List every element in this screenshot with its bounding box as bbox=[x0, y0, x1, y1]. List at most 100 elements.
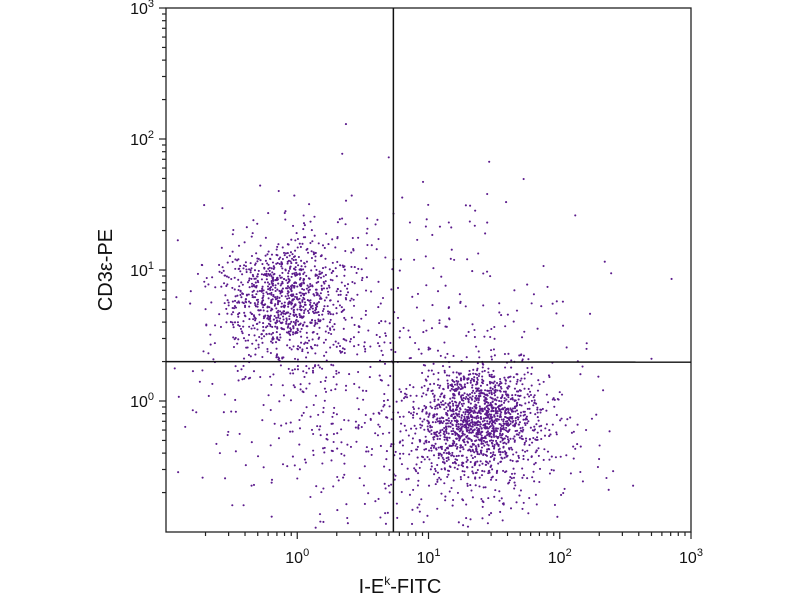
data-point bbox=[286, 260, 289, 263]
data-point bbox=[292, 306, 295, 309]
data-point bbox=[493, 375, 496, 378]
data-point bbox=[344, 223, 347, 226]
data-point bbox=[342, 476, 345, 479]
data-point bbox=[518, 389, 521, 392]
data-point bbox=[329, 313, 332, 316]
data-point bbox=[489, 451, 492, 455]
data-point bbox=[255, 339, 258, 342]
data-point bbox=[338, 345, 342, 348]
data-point bbox=[459, 450, 462, 453]
data-point bbox=[270, 293, 273, 296]
data-point bbox=[384, 487, 387, 490]
data-point bbox=[471, 386, 474, 389]
data-point bbox=[266, 310, 269, 313]
data-point bbox=[431, 304, 434, 307]
data-point bbox=[476, 378, 479, 381]
data-point bbox=[384, 334, 387, 337]
data-point bbox=[526, 371, 529, 374]
data-point bbox=[495, 430, 499, 433]
data-point bbox=[477, 374, 480, 378]
data-point bbox=[257, 343, 260, 346]
data-point bbox=[467, 406, 470, 409]
data-point bbox=[474, 209, 477, 212]
data-point bbox=[448, 402, 451, 405]
data-point bbox=[243, 264, 246, 267]
data-point bbox=[462, 411, 465, 414]
data-point bbox=[298, 418, 301, 422]
data-point bbox=[296, 320, 300, 323]
data-point bbox=[491, 439, 495, 442]
data-point bbox=[346, 287, 349, 290]
data-point bbox=[280, 294, 283, 298]
data-point bbox=[282, 312, 285, 315]
data-point bbox=[433, 432, 436, 436]
data-point bbox=[479, 415, 482, 418]
data-point bbox=[349, 340, 352, 343]
x-axis-tick-label: 103 bbox=[679, 547, 703, 567]
data-point bbox=[255, 293, 258, 296]
data-point bbox=[343, 284, 346, 287]
data-point bbox=[264, 254, 267, 257]
data-point bbox=[448, 490, 451, 493]
data-point bbox=[267, 263, 270, 266]
data-point bbox=[360, 317, 363, 320]
data-point bbox=[483, 369, 486, 372]
data-point bbox=[488, 374, 491, 378]
data-point bbox=[520, 404, 523, 407]
data-point bbox=[438, 417, 441, 420]
data-point bbox=[446, 439, 449, 442]
data-point bbox=[318, 294, 321, 297]
data-point bbox=[257, 269, 260, 272]
data-point bbox=[301, 390, 304, 393]
data-point bbox=[417, 479, 420, 482]
data-point bbox=[310, 428, 314, 431]
data-point bbox=[238, 432, 241, 435]
data-point bbox=[227, 430, 230, 433]
data-point bbox=[412, 411, 415, 414]
data-point bbox=[234, 410, 237, 413]
data-point bbox=[443, 371, 446, 374]
data-point bbox=[458, 402, 461, 405]
data-point bbox=[419, 426, 422, 429]
data-point bbox=[251, 285, 254, 288]
data-point bbox=[415, 448, 418, 451]
data-point bbox=[496, 427, 499, 430]
data-point bbox=[307, 311, 310, 315]
data-point bbox=[413, 424, 416, 427]
data-point bbox=[268, 332, 271, 335]
data-point bbox=[463, 470, 466, 473]
data-point bbox=[459, 435, 462, 439]
data-point bbox=[296, 273, 299, 276]
data-point bbox=[462, 440, 465, 443]
data-point bbox=[459, 300, 462, 303]
data-point bbox=[293, 464, 296, 467]
data-point bbox=[475, 407, 478, 410]
data-point bbox=[484, 463, 487, 466]
data-point bbox=[399, 457, 402, 460]
data-point bbox=[411, 437, 414, 440]
data-point bbox=[497, 384, 500, 387]
data-point bbox=[242, 337, 246, 340]
data-point bbox=[472, 378, 475, 381]
data-point bbox=[282, 394, 285, 397]
data-point bbox=[486, 427, 489, 430]
data-point bbox=[267, 394, 270, 397]
data-point bbox=[239, 289, 242, 292]
data-point bbox=[484, 389, 487, 392]
data-point bbox=[259, 259, 262, 262]
data-point bbox=[242, 320, 245, 323]
data-point bbox=[377, 411, 380, 414]
data-point bbox=[266, 350, 269, 353]
data-point bbox=[347, 419, 350, 422]
data-point bbox=[550, 455, 553, 458]
data-point bbox=[289, 327, 292, 330]
data-point bbox=[440, 492, 443, 495]
data-point bbox=[444, 436, 448, 439]
data-point bbox=[562, 492, 565, 495]
data-point bbox=[436, 404, 439, 407]
data-point bbox=[424, 364, 427, 367]
data-point bbox=[474, 422, 477, 425]
data-point bbox=[502, 401, 506, 404]
data-point bbox=[311, 369, 315, 372]
data-point bbox=[422, 319, 425, 322]
